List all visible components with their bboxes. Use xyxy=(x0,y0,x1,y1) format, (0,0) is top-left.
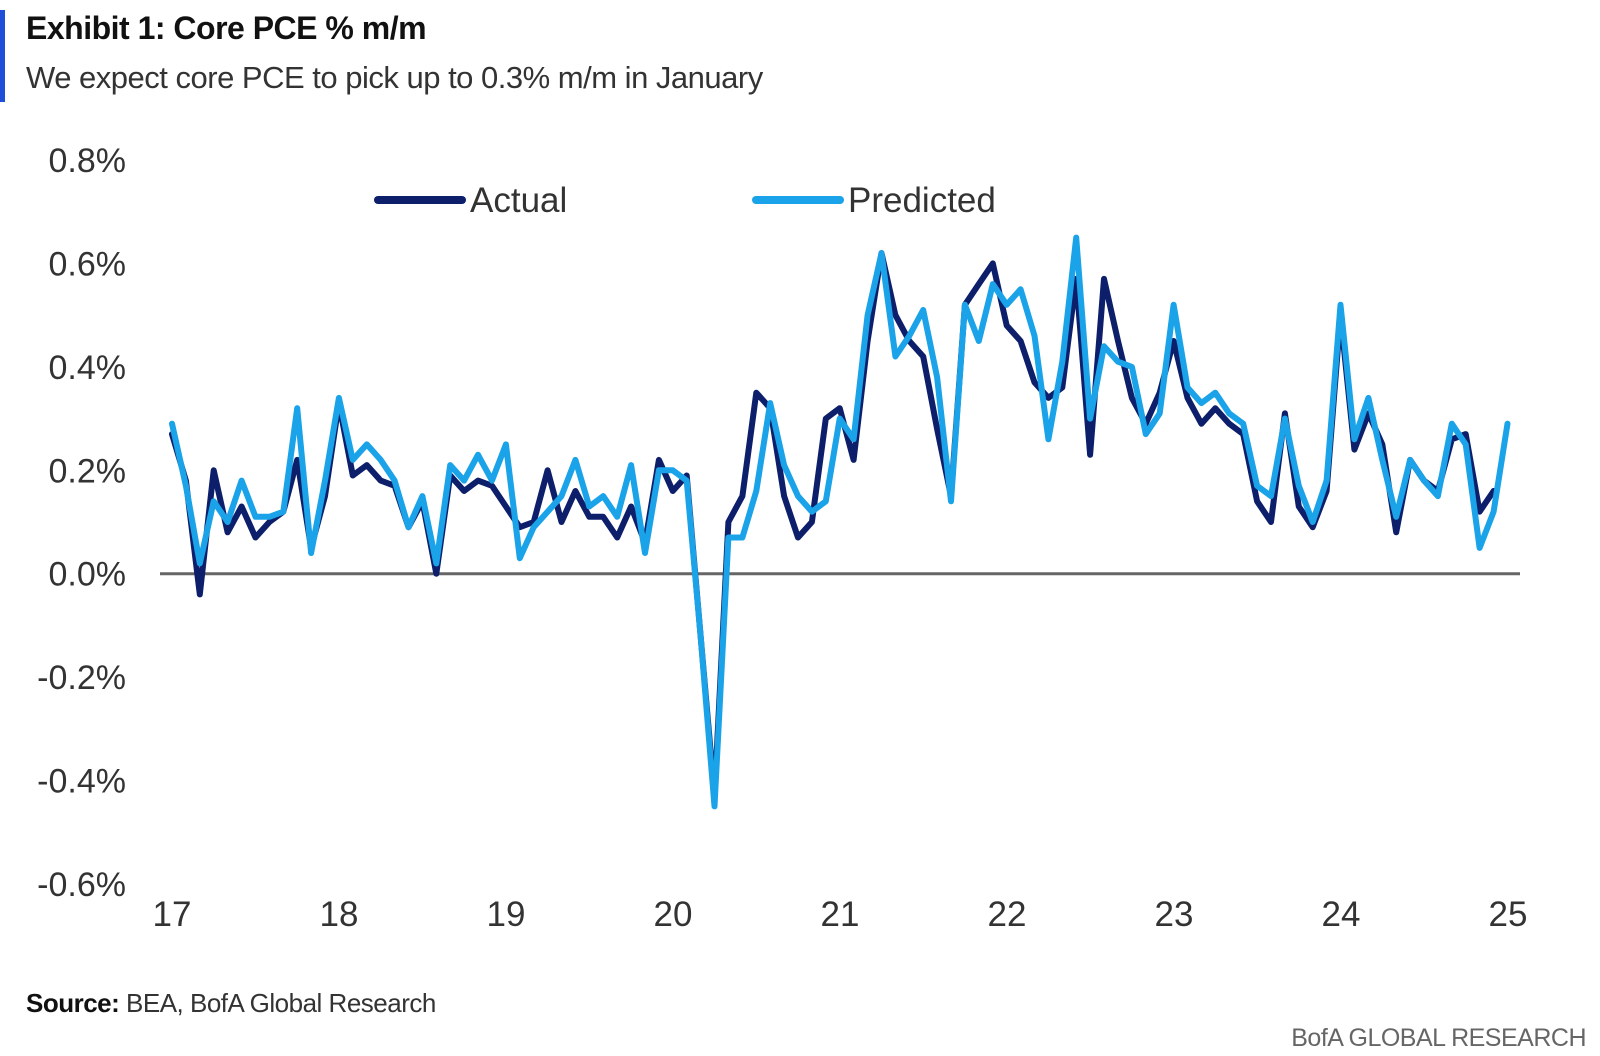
source-note: Source: BEA, BofA Global Research xyxy=(26,988,436,1019)
series-layer xyxy=(169,234,1511,810)
series-line-actual xyxy=(169,250,1497,800)
y-tick-label: -0.4% xyxy=(37,763,126,801)
x-tick-label: 22 xyxy=(988,895,1027,934)
x-tick-label: 23 xyxy=(1155,895,1194,934)
y-tick-label: -0.6% xyxy=(37,866,126,904)
source-label: Source: xyxy=(26,988,120,1018)
y-tick-label: 0.6% xyxy=(49,245,127,283)
legend-label-actual: Actual xyxy=(470,181,567,220)
x-tick-label: 17 xyxy=(153,895,192,934)
legend-label-predicted: Predicted xyxy=(848,181,996,220)
brand-footer: BofA GLOBAL RESEARCH xyxy=(1291,1024,1586,1052)
y-axis: 0.8% 0.6% 0.4% 0.2% 0.0% -0.2% -0.4% -0.6% xyxy=(37,142,126,904)
legend: Actual Predicted xyxy=(374,181,996,220)
y-tick-label: 0.2% xyxy=(49,452,127,490)
x-tick-label: 20 xyxy=(654,895,693,934)
x-tick-label: 24 xyxy=(1322,895,1361,934)
y-tick-label: 0.0% xyxy=(49,556,127,594)
x-tick-label: 21 xyxy=(821,895,860,934)
y-tick-label: -0.2% xyxy=(37,659,126,697)
series-line-predicted xyxy=(169,234,1511,810)
source-text: BEA, BofA Global Research xyxy=(119,988,436,1018)
x-axis: 17 18 19 20 21 22 23 24 25 xyxy=(153,895,1528,934)
accent-bar xyxy=(0,10,5,102)
y-tick-label: 0.4% xyxy=(49,349,127,387)
chart-title: Exhibit 1: Core PCE % m/m xyxy=(26,10,427,46)
x-tick-label: 25 xyxy=(1489,895,1528,934)
line-chart: 0.8% 0.6% 0.4% 0.2% 0.0% -0.2% -0.4% -0.6% 17 18… xyxy=(37,142,1528,934)
y-tick-label: 0.8% xyxy=(49,142,127,180)
x-tick-label: 19 xyxy=(487,895,526,934)
x-tick-label: 18 xyxy=(320,895,359,934)
chart-subtitle: We expect core PCE to pick up to 0.3% m/… xyxy=(26,60,763,95)
